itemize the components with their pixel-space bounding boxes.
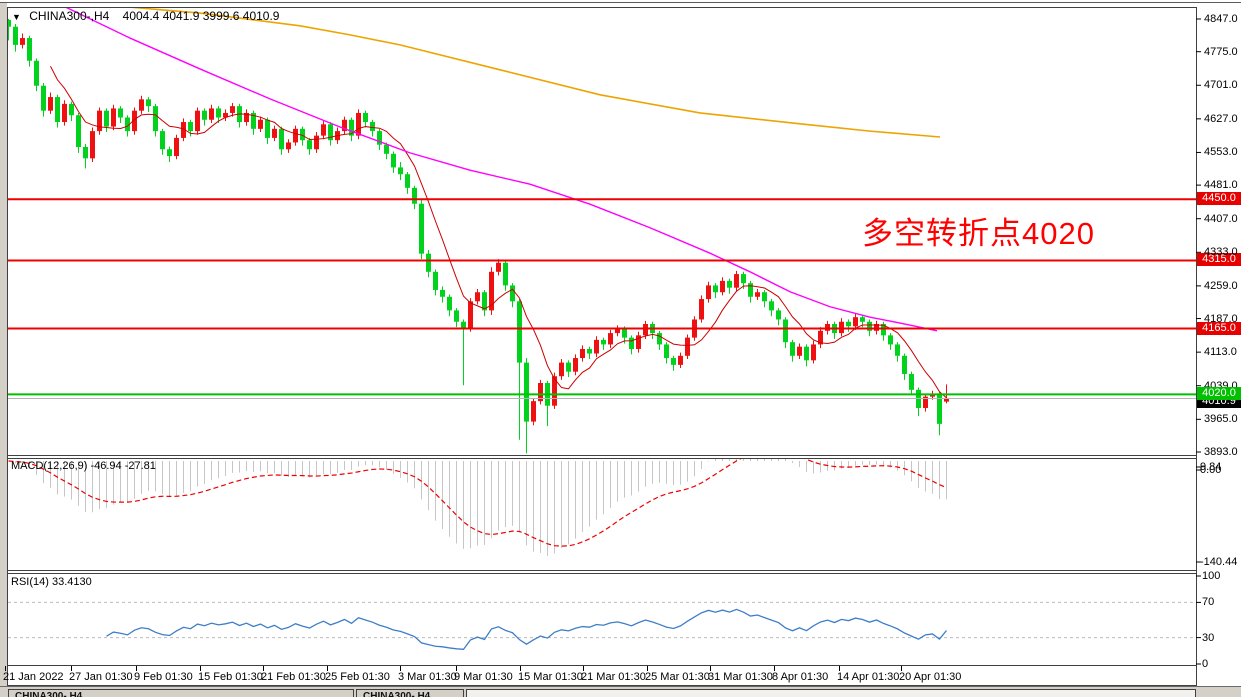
window-top-edge <box>0 2 1241 3</box>
rsi-axis-tick-label: 100 <box>1202 570 1221 582</box>
rsi-layer <box>8 601 1196 651</box>
time-axis-tick-label: 27 Jan 01:30 <box>69 671 133 683</box>
symbol-period-label: CHINA300-,H4 <box>29 9 110 23</box>
price-axis-tick-label: 4333.0 <box>1204 246 1238 259</box>
price-axis-tick-label: 4627.0 <box>1204 112 1238 125</box>
time-axis-tick-label: 9 Feb 01:30 <box>134 671 193 683</box>
time-axis-tick-label: 9 Mar 01:30 <box>454 671 513 683</box>
price-axis-tick-label: 4775.0 <box>1204 45 1238 58</box>
macd-indicator-label: MACD(12,26,9) -46.94 -27.81 <box>11 460 156 472</box>
rsi-axis-tick-label: 70 <box>1202 596 1215 609</box>
time-axis-tick-label: 15 Mar 01:30 <box>518 671 583 683</box>
time-axis-tick-label: 21 Feb 01:30 <box>261 671 326 683</box>
macd-histogram <box>15 459 947 556</box>
price-axis-tick-label: 4259.0 <box>1204 279 1238 292</box>
chart-tab-selected[interactable] <box>466 689 1196 697</box>
chart-text-annotation: 多空转折点4020 <box>862 216 1095 251</box>
level-price-badge: 4450.0 <box>1197 192 1241 206</box>
chart-tabs-strip: CHINA300-,H4 CHINA300-,H4 <box>0 686 1241 697</box>
moving-averages-layer <box>50 8 947 399</box>
time-axis-tick-label: 25 Mar 01:30 <box>645 671 710 683</box>
level-price-badge: 4315.0 <box>1197 253 1241 267</box>
price-axis-tick-label: 4407.0 <box>1204 212 1238 225</box>
chart-tab[interactable]: CHINA300-,H4 <box>8 689 354 697</box>
chart-title: ▼ CHINA300-,H4 4004.4 4041.9 3999.6 4010… <box>12 9 279 23</box>
time-axis-tick-label: 8 Apr 01:30 <box>772 671 829 683</box>
rsi-indicator-label: RSI(14) 33.4130 <box>11 576 92 588</box>
time-axis-tick-label: 31 Mar 01:30 <box>708 671 773 683</box>
left-gutter <box>0 3 7 697</box>
candles-layer <box>8 19 949 454</box>
price-axis-tick-label: 4847.0 <box>1204 13 1238 25</box>
price-axis-tick-label: 4553.0 <box>1204 146 1238 159</box>
macd-axis-tick-label: 9.84 <box>1200 461 1222 473</box>
time-axis-tick-label: 21 Mar 01:30 <box>581 671 646 683</box>
macd-axis-tick-label: 0.00 <box>1200 464 1222 476</box>
panel-borders <box>7 7 1197 686</box>
price-axis-tick-label: 4113.0 <box>1204 346 1237 359</box>
level-price-badge: 4165.0 <box>1197 321 1241 335</box>
time-axis-tick-label: 15 Feb 01:30 <box>198 671 263 683</box>
macd-axis-tick-label: -140.44 <box>1200 556 1238 568</box>
chevron-down-icon[interactable]: ▼ <box>12 12 21 22</box>
time-axis-tick-label: 3 Mar 01:30 <box>398 671 457 683</box>
price-axis-tick-label: 3893.0 <box>1204 446 1238 458</box>
rsi-axis-tick-label: 30 <box>1202 631 1215 644</box>
ohlc-values: 4004.4 4041.9 3999.6 4010.9 <box>122 9 280 23</box>
price-axis-tick-label: 3965.0 <box>1204 413 1238 426</box>
time-axis-tick-label: 25 Feb 01:30 <box>325 671 390 683</box>
time-axis-tick-label: 14 Apr 01:30 <box>837 671 900 683</box>
pivot-price-badge: 4020.0 <box>1197 387 1241 401</box>
axis-ticks <box>5 18 1201 671</box>
price-axis-tick-label: 4481.0 <box>1204 179 1238 192</box>
price-axis-tick-label: 4187.0 <box>1204 312 1238 325</box>
chart-tab[interactable]: CHINA300-,H4 <box>356 689 464 697</box>
time-axis-tick-label: 20 Apr 01:30 <box>899 671 962 683</box>
levels-layer <box>8 198 1196 399</box>
time-axis-tick-label: 21 Jan 2022 <box>3 671 64 683</box>
rsi-axis-tick-label: 0 <box>1202 658 1209 670</box>
price-axis-tick-label: 4701.0 <box>1204 79 1238 92</box>
